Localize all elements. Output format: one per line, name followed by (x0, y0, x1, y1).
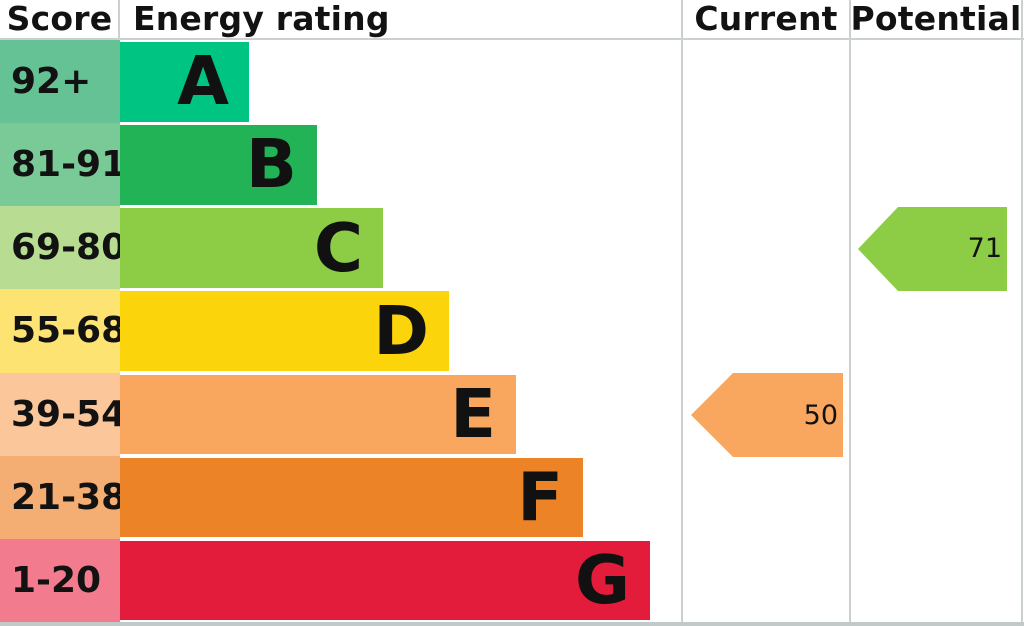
divider-potential-column (849, 0, 851, 622)
band-bar-a: A (120, 42, 249, 122)
band-row-g: 1-20 G (0, 538, 1024, 622)
current-arrow: 50 (691, 373, 843, 458)
score-range-f: 21-38 (0, 455, 126, 539)
band-bar-b: B (120, 125, 317, 205)
band-row-c: 69-80 C (0, 206, 1024, 290)
divider-score-column (118, 0, 120, 38)
divider-current-column (681, 0, 683, 622)
score-range-g: 1-20 (0, 538, 120, 622)
band-row-f: 21-38 F (0, 455, 1024, 539)
potential-arrow-shape (858, 206, 1007, 291)
score-range-a: 92+ (0, 40, 120, 124)
band-row-d: 55-68 D (0, 289, 1024, 373)
band-row-b: 81-91 B (0, 123, 1024, 207)
header-score: Score (6, 0, 113, 38)
band-bar-d: D (120, 291, 449, 371)
band-row-a: 92+ A (0, 40, 1024, 124)
grade-letter-d: D (373, 291, 429, 370)
score-range-d: 55-68 (0, 289, 126, 373)
potential-arrow: 71 (858, 206, 1007, 291)
grade-letter-c: C (313, 208, 363, 287)
table-header: Score Energy rating Current Potential (0, 0, 1024, 40)
current-arrow-shape (691, 373, 843, 458)
grade-letter-a: A (177, 42, 229, 121)
score-range-c: 69-80 (0, 206, 126, 290)
grade-letter-e: E (450, 374, 496, 453)
header-current: Current (694, 0, 838, 38)
score-range-e: 39-54 (0, 372, 126, 456)
grade-letter-f: F (517, 457, 563, 536)
grade-letter-g: G (575, 541, 630, 620)
header-potential: Potential (850, 0, 1022, 38)
header-energy-rating: Energy rating (133, 0, 390, 38)
divider-right-edge (1020, 0, 1023, 622)
potential-score-value: 71 (967, 233, 1002, 265)
score-range-b: 81-91 (0, 123, 126, 207)
band-row-e: 39-54 E (0, 372, 1024, 456)
band-bar-g: G (120, 540, 650, 621)
current-score-value: 50 (803, 399, 838, 431)
band-rows: 92+ A 81-91 B 69-80 C 55-68 D 39-54 E 21… (0, 40, 1024, 622)
grade-letter-b: B (245, 125, 297, 204)
band-bar-f: F (120, 457, 583, 538)
band-bar-c: C (120, 208, 383, 288)
band-bar-e: E (120, 374, 516, 455)
